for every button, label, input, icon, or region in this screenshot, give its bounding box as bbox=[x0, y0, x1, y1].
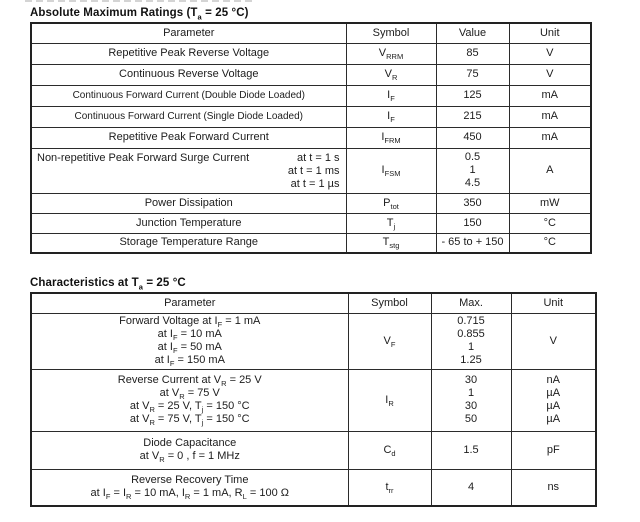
symbol-cell: trr bbox=[347, 468, 432, 507]
parameter-cell: Forward Voltage at IF = 1 mA at IF = 10 m… bbox=[30, 312, 349, 370]
table-row: Diode Capacitance at VR = 0 , f = 1 MHz C… bbox=[30, 430, 597, 470]
symbol-cell: IF bbox=[345, 84, 437, 107]
characteristics-table: Parameter Symbol Max. Unit Forward Volta… bbox=[30, 292, 597, 507]
symbol-cell: IFSM bbox=[345, 147, 437, 194]
table-row: Power Dissipation Ptot 350 mW bbox=[30, 192, 592, 214]
value-cell: 125 bbox=[435, 84, 510, 107]
table-header-row: Parameter Symbol Value Unit bbox=[30, 22, 592, 44]
unit-cell: nA µA µA µA bbox=[510, 368, 597, 432]
value-cell: 215 bbox=[435, 105, 510, 128]
table-row: Reverse Recovery Time at IF = IR = 10 mA,… bbox=[30, 468, 597, 507]
unit-cell: ns bbox=[510, 468, 597, 507]
table-row: Continuous Forward Current (Single Diode… bbox=[30, 105, 592, 128]
absolute-maximum-ratings-table: Parameter Symbol Value Unit Repetitive P… bbox=[30, 22, 592, 254]
value-cell: - 65 to + 150 bbox=[435, 232, 510, 254]
unit-cell: mA bbox=[508, 84, 592, 107]
symbol-cell: IF bbox=[345, 105, 437, 128]
table-row: Continuous Reverse Voltage VR 75 V bbox=[30, 63, 592, 86]
unit-cell: °C bbox=[508, 232, 592, 254]
column-header-symbol: Symbol bbox=[347, 292, 432, 314]
value-cell: 450 bbox=[435, 126, 510, 149]
table-row: Storage Temperature Range Tstg - 65 to +… bbox=[30, 232, 592, 254]
parameter-cell: Continuous Forward Current (Single Diode… bbox=[30, 105, 347, 128]
unit-cell: V bbox=[510, 312, 597, 370]
cropped-text-artifact bbox=[25, 0, 253, 2]
symbol-cell: Ptot bbox=[345, 192, 437, 214]
parameter-cell: Repetitive Peak Forward Current bbox=[30, 126, 347, 149]
value-cell: 350 bbox=[435, 192, 510, 214]
parameter-cell: Continuous Forward Current (Double Diode… bbox=[30, 84, 347, 107]
parameter-cell: Junction Temperature bbox=[30, 212, 347, 234]
unit-cell: A bbox=[508, 147, 592, 194]
unit-cell: V bbox=[508, 63, 592, 86]
max-cell: 30 1 30 50 bbox=[430, 368, 512, 432]
unit-cell: °C bbox=[508, 212, 592, 234]
symbol-cell: IFRM bbox=[345, 126, 437, 149]
symbol-cell: VRRM bbox=[345, 42, 437, 65]
max-cell: 1.5 bbox=[430, 430, 512, 470]
parameter-cell: Continuous Reverse Voltage bbox=[30, 63, 347, 86]
table-header-row: Parameter Symbol Max. Unit bbox=[30, 292, 597, 314]
symbol-cell: Cd bbox=[347, 430, 432, 470]
column-header-symbol: Symbol bbox=[345, 22, 437, 44]
column-header-parameter: Parameter bbox=[30, 22, 347, 44]
table-row: Continuous Forward Current (Double Diode… bbox=[30, 84, 592, 107]
table-row: Repetitive Peak Forward Current IFRM 450… bbox=[30, 126, 592, 149]
column-header-value: Value bbox=[435, 22, 510, 44]
value-cell: 0.5 1 4.5 bbox=[435, 147, 510, 194]
column-header-max: Max. bbox=[430, 292, 512, 314]
parameter-cell: Repetitive Peak Reverse Voltage bbox=[30, 42, 347, 65]
table-row: Junction Temperature Tj 150 °C bbox=[30, 212, 592, 234]
parameter-cell: Power Dissipation bbox=[30, 192, 347, 214]
max-cell: 0.715 0.855 1 1.25 bbox=[430, 312, 512, 370]
column-header-unit: Unit bbox=[508, 22, 592, 44]
section-title-characteristics: Characteristics at Ta = 25 °C bbox=[30, 277, 186, 292]
unit-cell: mA bbox=[508, 126, 592, 149]
unit-cell: mA bbox=[508, 105, 592, 128]
symbol-cell: IR bbox=[347, 368, 432, 432]
parameter-cell: Reverse Recovery Time at IF = IR = 10 mA,… bbox=[30, 468, 349, 507]
table-row: Forward Voltage at IF = 1 mA at IF = 10 m… bbox=[30, 312, 597, 370]
max-cell: 4 bbox=[430, 468, 512, 507]
symbol-cell: Tj bbox=[345, 212, 437, 234]
value-cell: 85 bbox=[435, 42, 510, 65]
symbol-cell: VF bbox=[347, 312, 432, 370]
unit-cell: V bbox=[508, 42, 592, 65]
column-header-unit: Unit bbox=[510, 292, 597, 314]
unit-cell: mW bbox=[508, 192, 592, 214]
parameter-cell: Diode Capacitance at VR = 0 , f = 1 MHz bbox=[30, 430, 349, 470]
parameter-cell: Storage Temperature Range bbox=[30, 232, 347, 254]
unit-cell: pF bbox=[510, 430, 597, 470]
value-cell: 75 bbox=[435, 63, 510, 86]
column-header-parameter: Parameter bbox=[30, 292, 349, 314]
parameter-label: Non-repetitive Peak Forward Surge Curren… bbox=[37, 151, 250, 164]
table-row: Non-repetitive Peak Forward Surge Curren… bbox=[30, 147, 592, 194]
symbol-cell: VR bbox=[345, 63, 437, 86]
section-title-absolute-maximum-ratings: Absolute Maximum Ratings (Ta = 25 °C) bbox=[30, 7, 249, 22]
symbol-cell: Tstg bbox=[345, 232, 437, 254]
parameter-conditions: at t = 1 s at t = 1 ms at t = 1 µs bbox=[287, 151, 340, 190]
table-row: Repetitive Peak Reverse Voltage VRRM 85 … bbox=[30, 42, 592, 65]
parameter-cell: Non-repetitive Peak Forward Surge Curren… bbox=[30, 147, 347, 194]
value-cell: 150 bbox=[435, 212, 510, 234]
